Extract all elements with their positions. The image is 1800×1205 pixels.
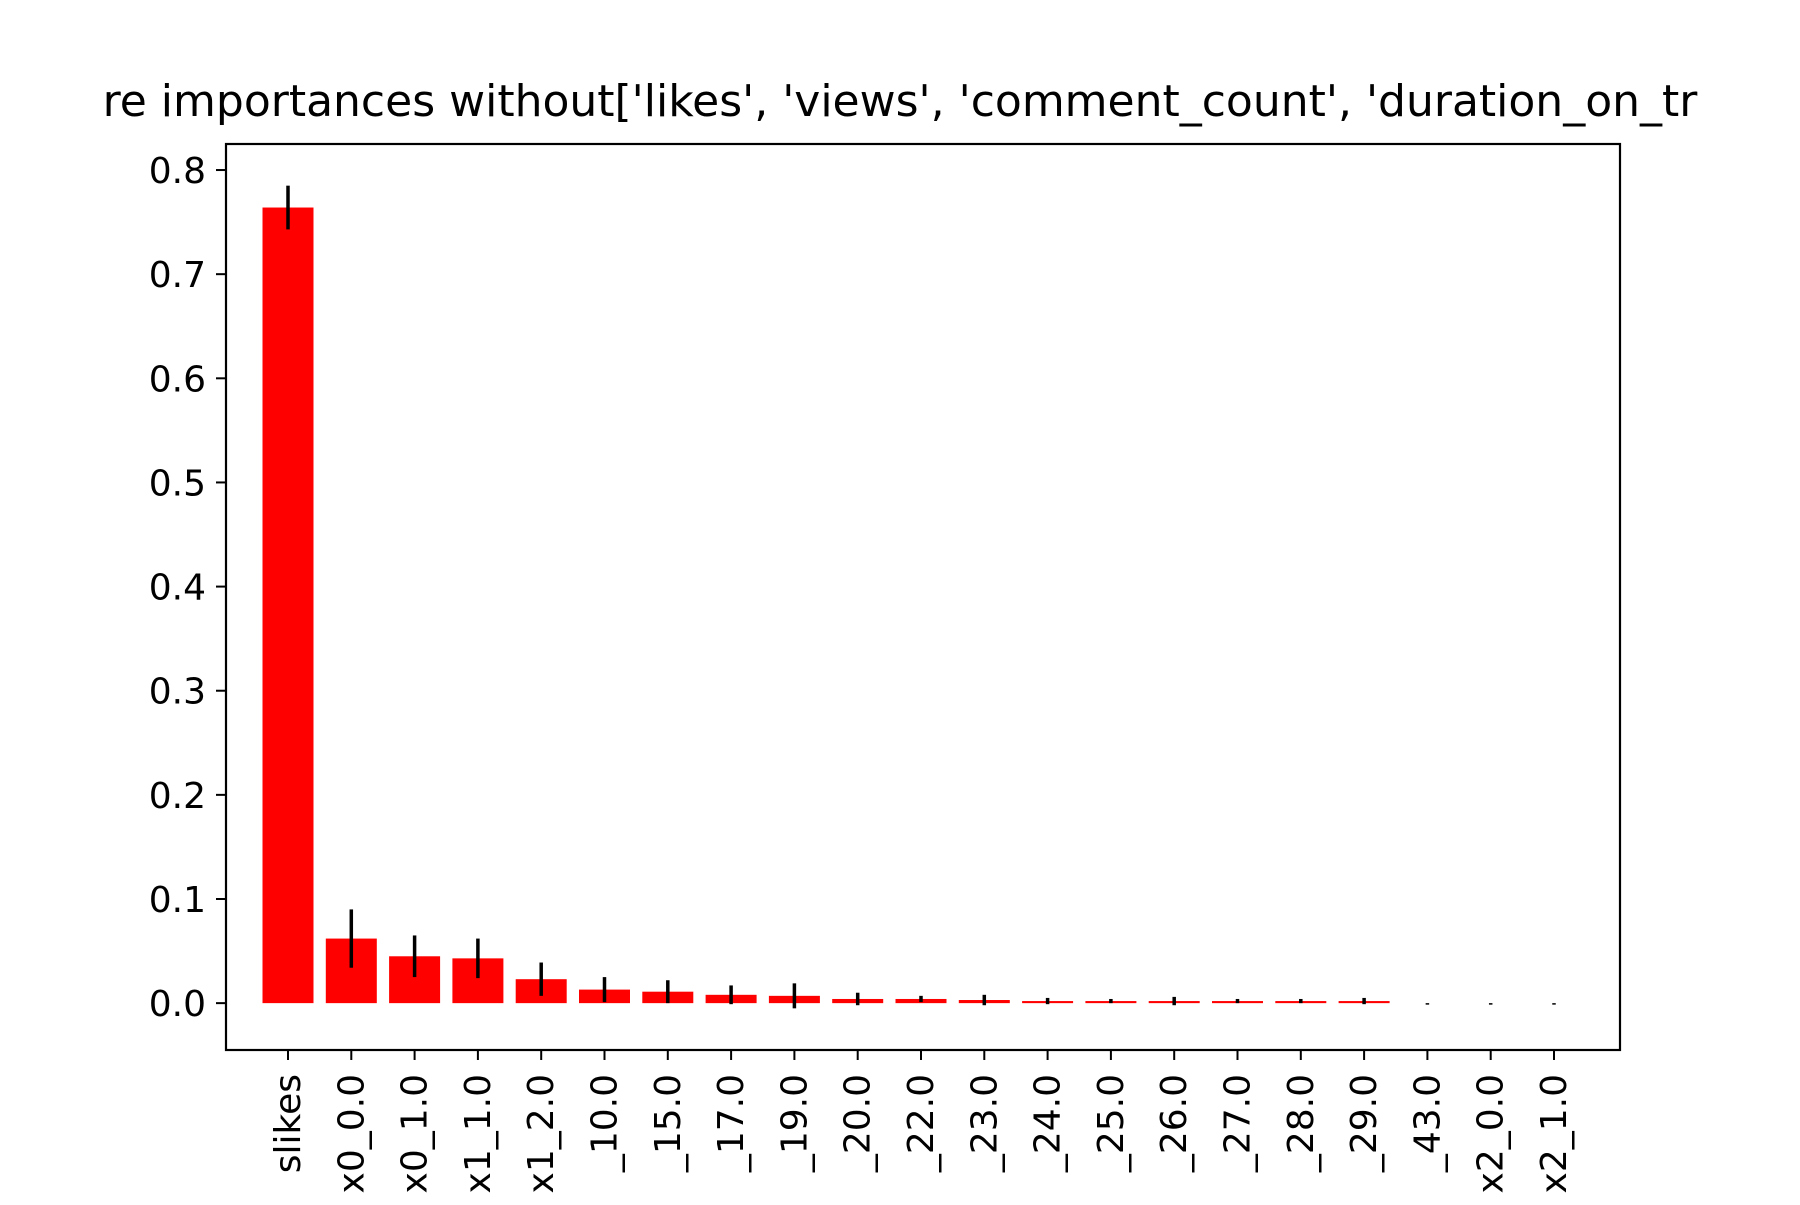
bar	[262, 207, 314, 1004]
x-tick-label: _28.0	[1281, 1074, 1322, 1173]
x-tick-label: _26.0	[1154, 1074, 1195, 1173]
x-tick-label: _29.0	[1344, 1074, 1385, 1173]
y-tick-label: 0.7	[149, 255, 206, 296]
x-tick-label: _23.0	[964, 1074, 1005, 1173]
x-tick-label: _24.0	[1028, 1074, 1069, 1173]
y-tick-label: 0.8	[149, 151, 206, 192]
x-tick-label: _15.0	[648, 1074, 689, 1173]
y-tick-label: 0.3	[149, 672, 206, 713]
chart-title: re importances without['likes', 'views',…	[103, 76, 1699, 127]
x-tick-label: _20.0	[838, 1074, 879, 1173]
x-tick-label: slikes	[268, 1074, 309, 1173]
x-tick-label: _19.0	[774, 1074, 815, 1173]
plot-area: 0.0 0.1 0.2 0.3 0.4 0.5 0.6 0.7 0.8 slikes x0_0.0 x…	[149, 142, 1622, 1193]
x-tick-label: x1_1.0	[458, 1074, 499, 1193]
plot-frame	[224, 142, 1622, 1052]
y-tick-label: 0.1	[149, 880, 206, 921]
x-tick-label: _25.0	[1091, 1074, 1132, 1173]
x-tick-label: _10.0	[585, 1074, 626, 1173]
x-tick-label: x2_0.0	[1471, 1074, 1512, 1193]
x-tick-label: x0_1.0	[395, 1074, 436, 1193]
y-tick-label: 0.5	[149, 463, 206, 504]
x-tick-label: _27.0	[1218, 1074, 1259, 1173]
x-tick-label: x0_0.0	[331, 1074, 372, 1193]
x-tick-label: x1_2.0	[521, 1074, 562, 1193]
x-tick-label: x2_1.0	[1534, 1074, 1575, 1193]
x-tick-label: _43.0	[1407, 1074, 1448, 1173]
y-tick-label: 0.2	[149, 776, 206, 817]
y-tick-label: 0.0	[149, 984, 206, 1025]
x-tick-label: _17.0	[711, 1074, 752, 1173]
y-tick-label: 0.4	[149, 568, 206, 609]
x-tick-label: _22.0	[901, 1074, 942, 1173]
y-tick-label: 0.6	[149, 359, 206, 400]
